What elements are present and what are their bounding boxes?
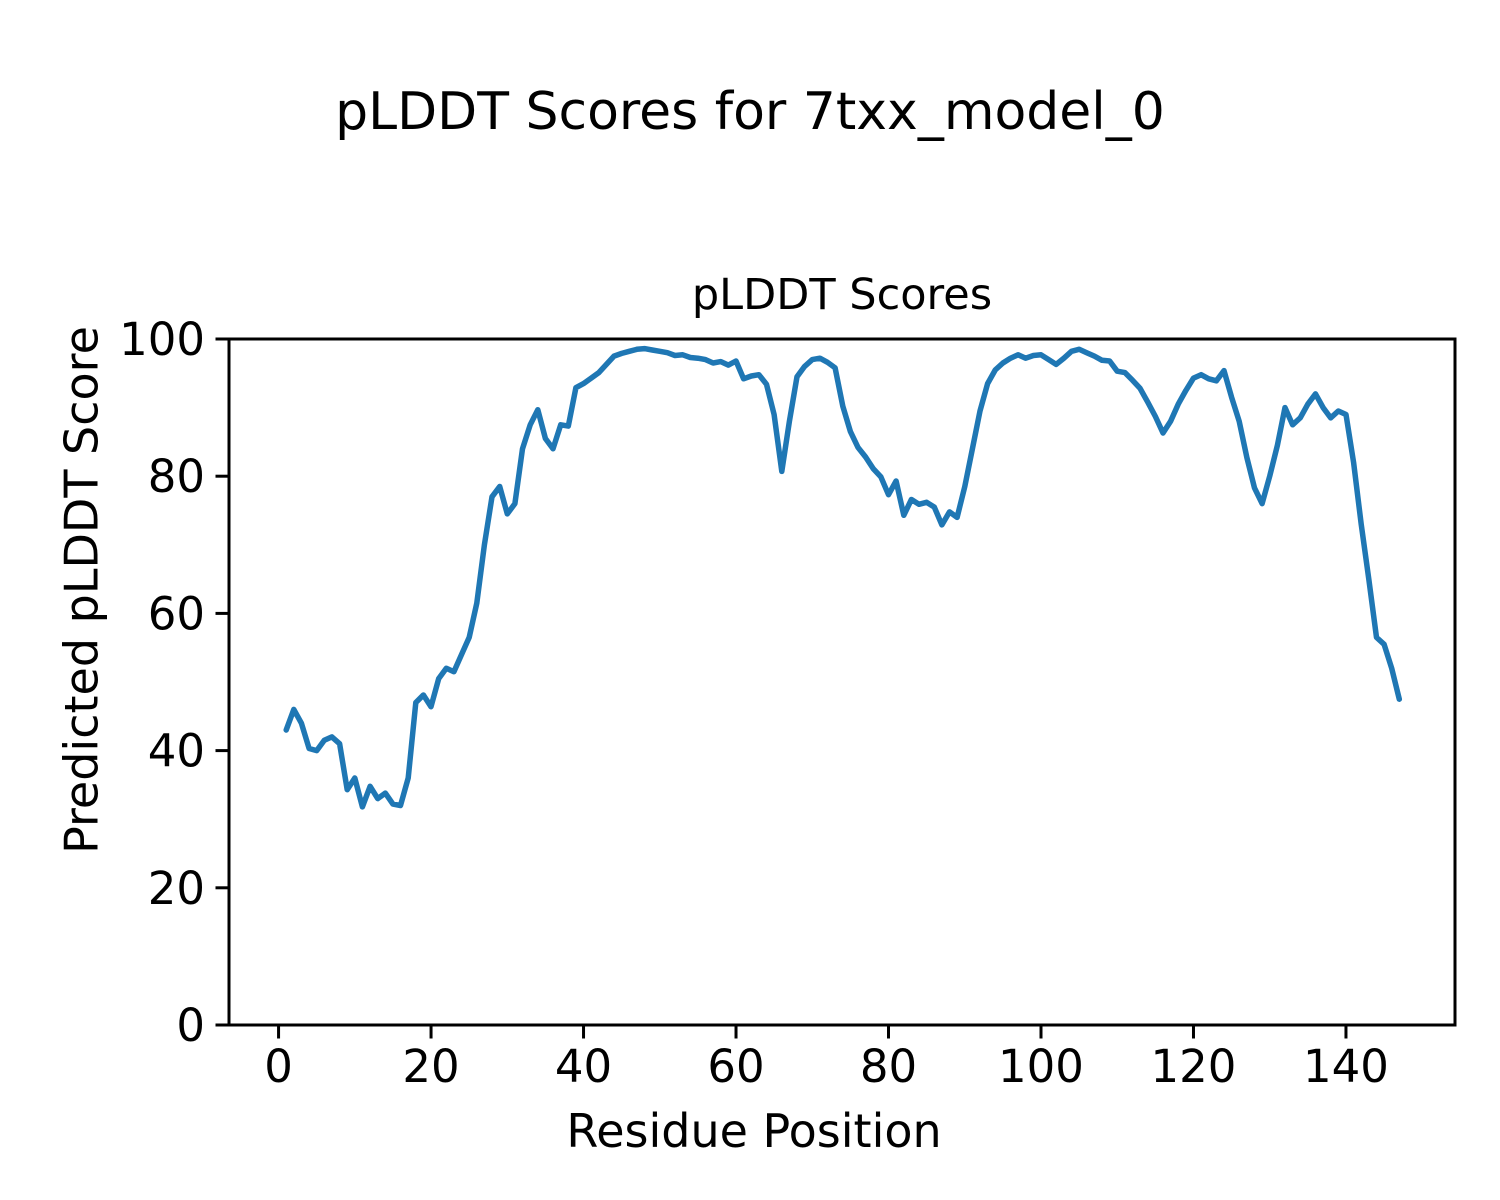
x-tick-label: 40 bbox=[555, 1040, 612, 1093]
x-tick-label: 100 bbox=[998, 1040, 1084, 1093]
y-tick-label: 20 bbox=[148, 862, 205, 915]
y-axis-label: Predicted pLDDT Score bbox=[54, 326, 109, 854]
y-tick-label: 0 bbox=[176, 999, 205, 1052]
plot-lines bbox=[283, 345, 1403, 810]
plddt-score-line bbox=[283, 345, 1403, 810]
plot-border bbox=[227, 337, 1457, 1027]
axes-title: pLDDT Scores bbox=[691, 270, 993, 320]
x-axis-ticks: 0 20 40 60 80 100 120 140 bbox=[264, 1026, 1389, 1093]
x-tick-label: 80 bbox=[860, 1040, 917, 1093]
x-axis-label: Residue Position bbox=[566, 1104, 942, 1158]
x-tick-label: 120 bbox=[1151, 1040, 1237, 1093]
figure-suptitle: pLDDT Scores for 7txx_model_0 bbox=[335, 82, 1165, 142]
y-tick-label: 60 bbox=[148, 587, 205, 640]
y-axis-ticks: 0 20 40 60 80 100 bbox=[119, 313, 228, 1052]
x-tick-label: 0 bbox=[264, 1040, 293, 1093]
x-tick-label: 140 bbox=[1303, 1040, 1389, 1093]
y-tick-label: 100 bbox=[119, 313, 205, 366]
y-tick-label: 40 bbox=[148, 725, 205, 778]
x-tick-label: 60 bbox=[707, 1040, 764, 1093]
y-tick-label: 80 bbox=[148, 450, 205, 503]
x-tick-label: 20 bbox=[402, 1040, 459, 1093]
